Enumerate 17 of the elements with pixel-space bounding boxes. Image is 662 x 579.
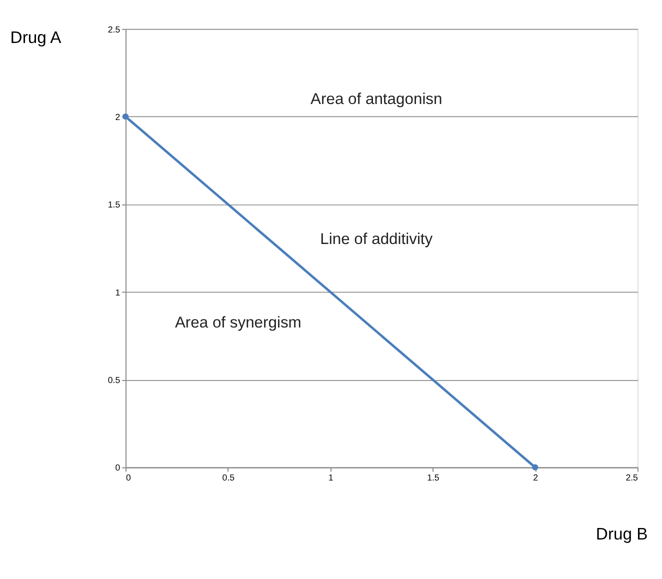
y-tick-label: 2.5 (108, 24, 120, 34)
y-axis-title: Drug A (10, 28, 62, 48)
y-tick-label: 1 (115, 287, 120, 298)
annotation: Area of synergism (174, 314, 302, 332)
x-tick-label: 1.5 (427, 472, 440, 483)
x-tick-label: 2.5 (626, 472, 638, 483)
y-tick-label: 1.5 (108, 200, 120, 210)
y-tick-label: 0.5 (108, 375, 120, 386)
x-tick-label: 1 (328, 472, 334, 483)
x-axis-title: Drug B (596, 524, 648, 544)
x-tick-label: 0.5 (222, 472, 235, 483)
x-tick-label: 0 (126, 472, 132, 483)
annotation: Area of antagonisn (310, 90, 442, 108)
y-tick-label: 2 (115, 112, 120, 122)
annotation: Line of additivity (320, 231, 433, 248)
x-tick-label: 2 (533, 472, 538, 483)
y-tick-label: 0 (115, 462, 120, 473)
